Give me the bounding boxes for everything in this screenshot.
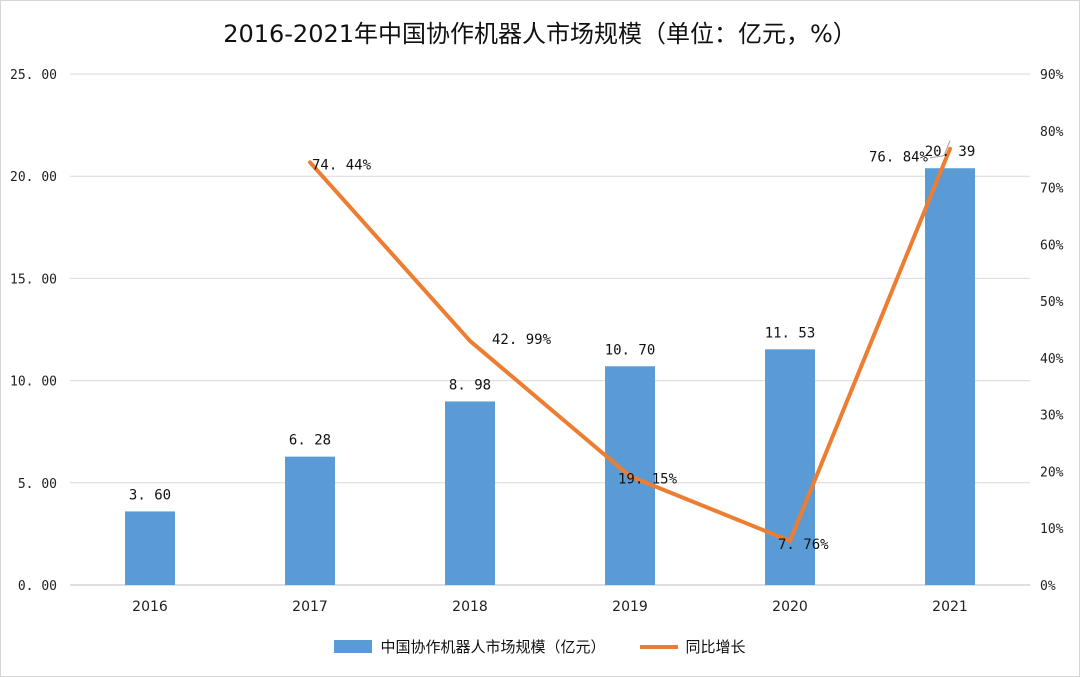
bar-value-label: 10. 70 bbox=[605, 342, 656, 358]
y-right-tick-label: 20% bbox=[1040, 465, 1064, 480]
bar-series bbox=[125, 168, 975, 585]
x-tick-label: 2016 bbox=[132, 599, 168, 615]
bar-value-label: 6. 28 bbox=[289, 433, 331, 449]
x-axis: 2016 2017 2018 2019 2020 2021 bbox=[132, 599, 968, 615]
y-right-tick-label: 0% bbox=[1040, 579, 1056, 594]
y-right-tick-label: 10% bbox=[1040, 522, 1064, 537]
y-right-tick-label: 50% bbox=[1040, 295, 1064, 310]
y-right-tick-label: 70% bbox=[1040, 182, 1064, 197]
legend-item-growth: 同比增长 bbox=[639, 636, 746, 657]
bar bbox=[125, 511, 175, 585]
y-axis-right: 0% 10% 20% 30% 40% 50% 60% 70% 80% 90% bbox=[1040, 68, 1064, 594]
growth-value-label: 19. 15% bbox=[618, 471, 678, 487]
growth-value-label: 76. 84% bbox=[869, 150, 929, 166]
chart-legend: 中国协作机器人市场规模（亿元） 同比增长 bbox=[0, 636, 1080, 657]
growth-value-label: 74. 44% bbox=[312, 157, 372, 173]
chart-title: 2016-2021年中国协作机器人市场规模（单位：亿元，%） bbox=[223, 20, 857, 48]
growth-line-series bbox=[308, 146, 952, 543]
bar-value-label: 8. 98 bbox=[449, 377, 491, 393]
y-right-tick-label: 90% bbox=[1040, 68, 1064, 83]
y-axis-left: 0. 00 5. 00 10. 00 15. 00 20. 00 25. 00 bbox=[10, 68, 57, 594]
y-left-tick-label: 0. 00 bbox=[18, 579, 57, 594]
y-left-tick-label: 5. 00 bbox=[18, 477, 57, 492]
bar bbox=[925, 168, 975, 585]
x-tick-label: 2017 bbox=[292, 599, 328, 615]
x-tick-label: 2018 bbox=[452, 599, 488, 615]
growth-value-label: 42. 99% bbox=[492, 332, 552, 348]
y-right-tick-label: 80% bbox=[1040, 125, 1064, 140]
bar bbox=[285, 456, 335, 585]
legend-label-market-size: 中国协作机器人市场规模（亿元） bbox=[380, 638, 606, 656]
growth-value-label: 7. 76% bbox=[778, 537, 829, 553]
growth-line bbox=[308, 146, 952, 543]
y-left-tick-label: 15. 00 bbox=[10, 272, 57, 287]
y-left-tick-label: 25. 00 bbox=[10, 68, 57, 83]
label-leader-line bbox=[929, 140, 951, 159]
legend-swatch-bar bbox=[334, 640, 373, 653]
bar bbox=[445, 401, 495, 585]
legend-swatch-line bbox=[639, 644, 678, 649]
x-tick-label: 2020 bbox=[772, 599, 808, 615]
grid-lines bbox=[70, 73, 1030, 586]
legend-label-growth: 同比增长 bbox=[685, 638, 746, 656]
bar-value-label: 11. 53 bbox=[765, 325, 816, 341]
y-left-tick-label: 20. 00 bbox=[10, 170, 57, 185]
bar bbox=[765, 349, 815, 585]
x-tick-label: 2021 bbox=[932, 599, 968, 615]
y-right-tick-label: 30% bbox=[1040, 409, 1064, 424]
y-right-tick-label: 60% bbox=[1040, 238, 1064, 253]
x-tick-label: 2019 bbox=[612, 599, 648, 615]
y-left-tick-label: 10. 00 bbox=[10, 375, 57, 390]
y-right-tick-label: 40% bbox=[1040, 352, 1064, 367]
bar-value-label: 3. 60 bbox=[129, 487, 171, 503]
legend-item-market-size: 中国协作机器人市场规模（亿元） bbox=[334, 636, 606, 657]
